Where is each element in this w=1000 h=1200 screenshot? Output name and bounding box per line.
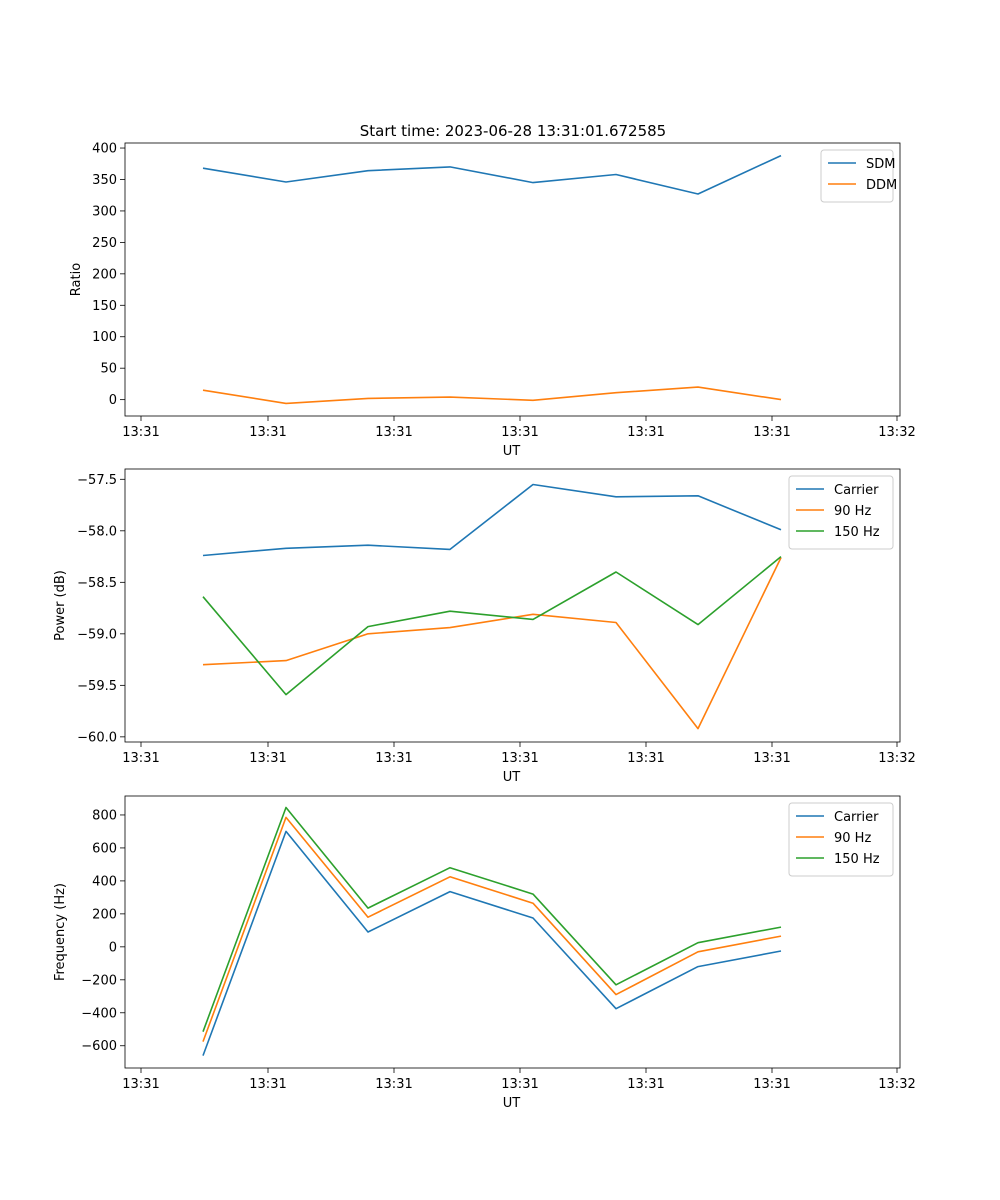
- y-tick-label: 0: [109, 940, 117, 955]
- y-tick-label: 0: [109, 393, 117, 408]
- y-tick-label: −57.5: [77, 473, 117, 488]
- legend: SDM DDM: [820, 149, 897, 203]
- legend-label: SDM: [866, 157, 895, 172]
- x-tick-label: 13:31: [501, 751, 538, 766]
- legend-label: 150 Hz: [834, 852, 880, 867]
- axes-frame: [124, 142, 901, 417]
- y-tick-label: −600: [81, 1039, 117, 1054]
- y-tick-label: −58.5: [77, 576, 117, 591]
- y-tick-label: 350: [92, 173, 117, 188]
- x-tick-label: 13:31: [375, 1077, 412, 1092]
- axes-frame: [124, 795, 901, 1069]
- series-line-150-hz: [202, 555, 782, 696]
- x-tick-label: 13:32: [878, 1077, 915, 1092]
- legend: Carrier 90 Hz 150 Hz: [788, 475, 894, 550]
- x-tick-label: 13:31: [753, 1077, 790, 1092]
- x-tick-label: 13:31: [375, 425, 412, 440]
- y-axis-label: Ratio: [69, 263, 84, 296]
- legend-label: Carrier: [834, 810, 879, 825]
- y-tick-label: 200: [92, 267, 117, 282]
- y-tick-label: 300: [92, 204, 117, 219]
- panel-1: 13:31 13:31 13:31 13:31 13:31 13:31 13:32 0 50 10…: [69, 142, 916, 459]
- x-tick-label: 13:31: [753, 425, 790, 440]
- y-axis-label: Power (dB): [53, 570, 68, 641]
- x-tick-label: 13:31: [249, 1077, 286, 1092]
- panel-3: 13:31 13:31 13:31 13:31 13:31 13:31 13:32 −600 −…: [53, 795, 916, 1111]
- series-line-sdm: [202, 154, 782, 195]
- x-axis-label: UT: [503, 770, 521, 785]
- y-tick-label: 200: [92, 907, 117, 922]
- figure-title: Start time: 2023-06-28 13:31:01.672585: [360, 122, 666, 140]
- x-tick-label: 13:32: [878, 751, 915, 766]
- y-tick-label: 50: [100, 362, 117, 377]
- series-line-90-hz: [202, 557, 782, 730]
- x-tick-label: 13:32: [878, 425, 915, 440]
- y-tick-label: 150: [92, 299, 117, 314]
- y-tick-label: 250: [92, 236, 117, 251]
- y-tick-label: 600: [92, 841, 117, 856]
- x-tick-label: 13:31: [627, 425, 664, 440]
- y-tick-label: −400: [81, 1006, 117, 1021]
- y-tick-label: 800: [92, 808, 117, 823]
- series-line-90-hz: [202, 816, 782, 1042]
- x-tick-label: 13:31: [627, 751, 664, 766]
- y-tick-label: 400: [92, 874, 117, 889]
- x-tick-label: 13:31: [122, 425, 159, 440]
- y-tick-label: −58.0: [77, 524, 117, 539]
- legend-label: 90 Hz: [834, 504, 871, 519]
- x-tick-label: 13:31: [627, 1077, 664, 1092]
- x-tick-label: 13:31: [501, 1077, 538, 1092]
- x-tick-label: 13:31: [122, 751, 159, 766]
- x-tick-label: 13:31: [501, 425, 538, 440]
- panel-2: 13:31 13:31 13:31 13:31 13:31 13:31 13:32 −60.0…: [53, 468, 916, 785]
- y-tick-label: −59.0: [77, 627, 117, 642]
- axes-frame: [124, 468, 901, 743]
- series-line-ddm: [202, 386, 782, 405]
- x-axis-label: UT: [503, 1096, 521, 1111]
- series-line-carrier: [202, 483, 782, 557]
- y-tick-label: 100: [92, 330, 117, 345]
- legend-label: 150 Hz: [834, 525, 880, 540]
- series-line-carrier: [202, 830, 782, 1056]
- x-tick-label: 13:31: [753, 751, 790, 766]
- series-line-150-hz: [202, 806, 782, 1032]
- legend-label: DDM: [866, 178, 897, 193]
- x-tick-label: 13:31: [249, 751, 286, 766]
- y-tick-label: −200: [81, 973, 117, 988]
- x-axis-label: UT: [503, 444, 521, 459]
- legend: Carrier 90 Hz 150 Hz: [788, 802, 894, 877]
- y-axis-label: Frequency (Hz): [53, 883, 68, 981]
- legend-label: Carrier: [834, 483, 879, 498]
- x-tick-label: 13:31: [249, 425, 286, 440]
- y-tick-label: 400: [92, 142, 117, 157]
- y-tick-label: −60.0: [77, 730, 117, 745]
- x-tick-label: 13:31: [122, 1077, 159, 1092]
- y-tick-label: −59.5: [77, 679, 117, 694]
- legend-label: 90 Hz: [834, 831, 871, 846]
- x-tick-label: 13:31: [375, 751, 412, 766]
